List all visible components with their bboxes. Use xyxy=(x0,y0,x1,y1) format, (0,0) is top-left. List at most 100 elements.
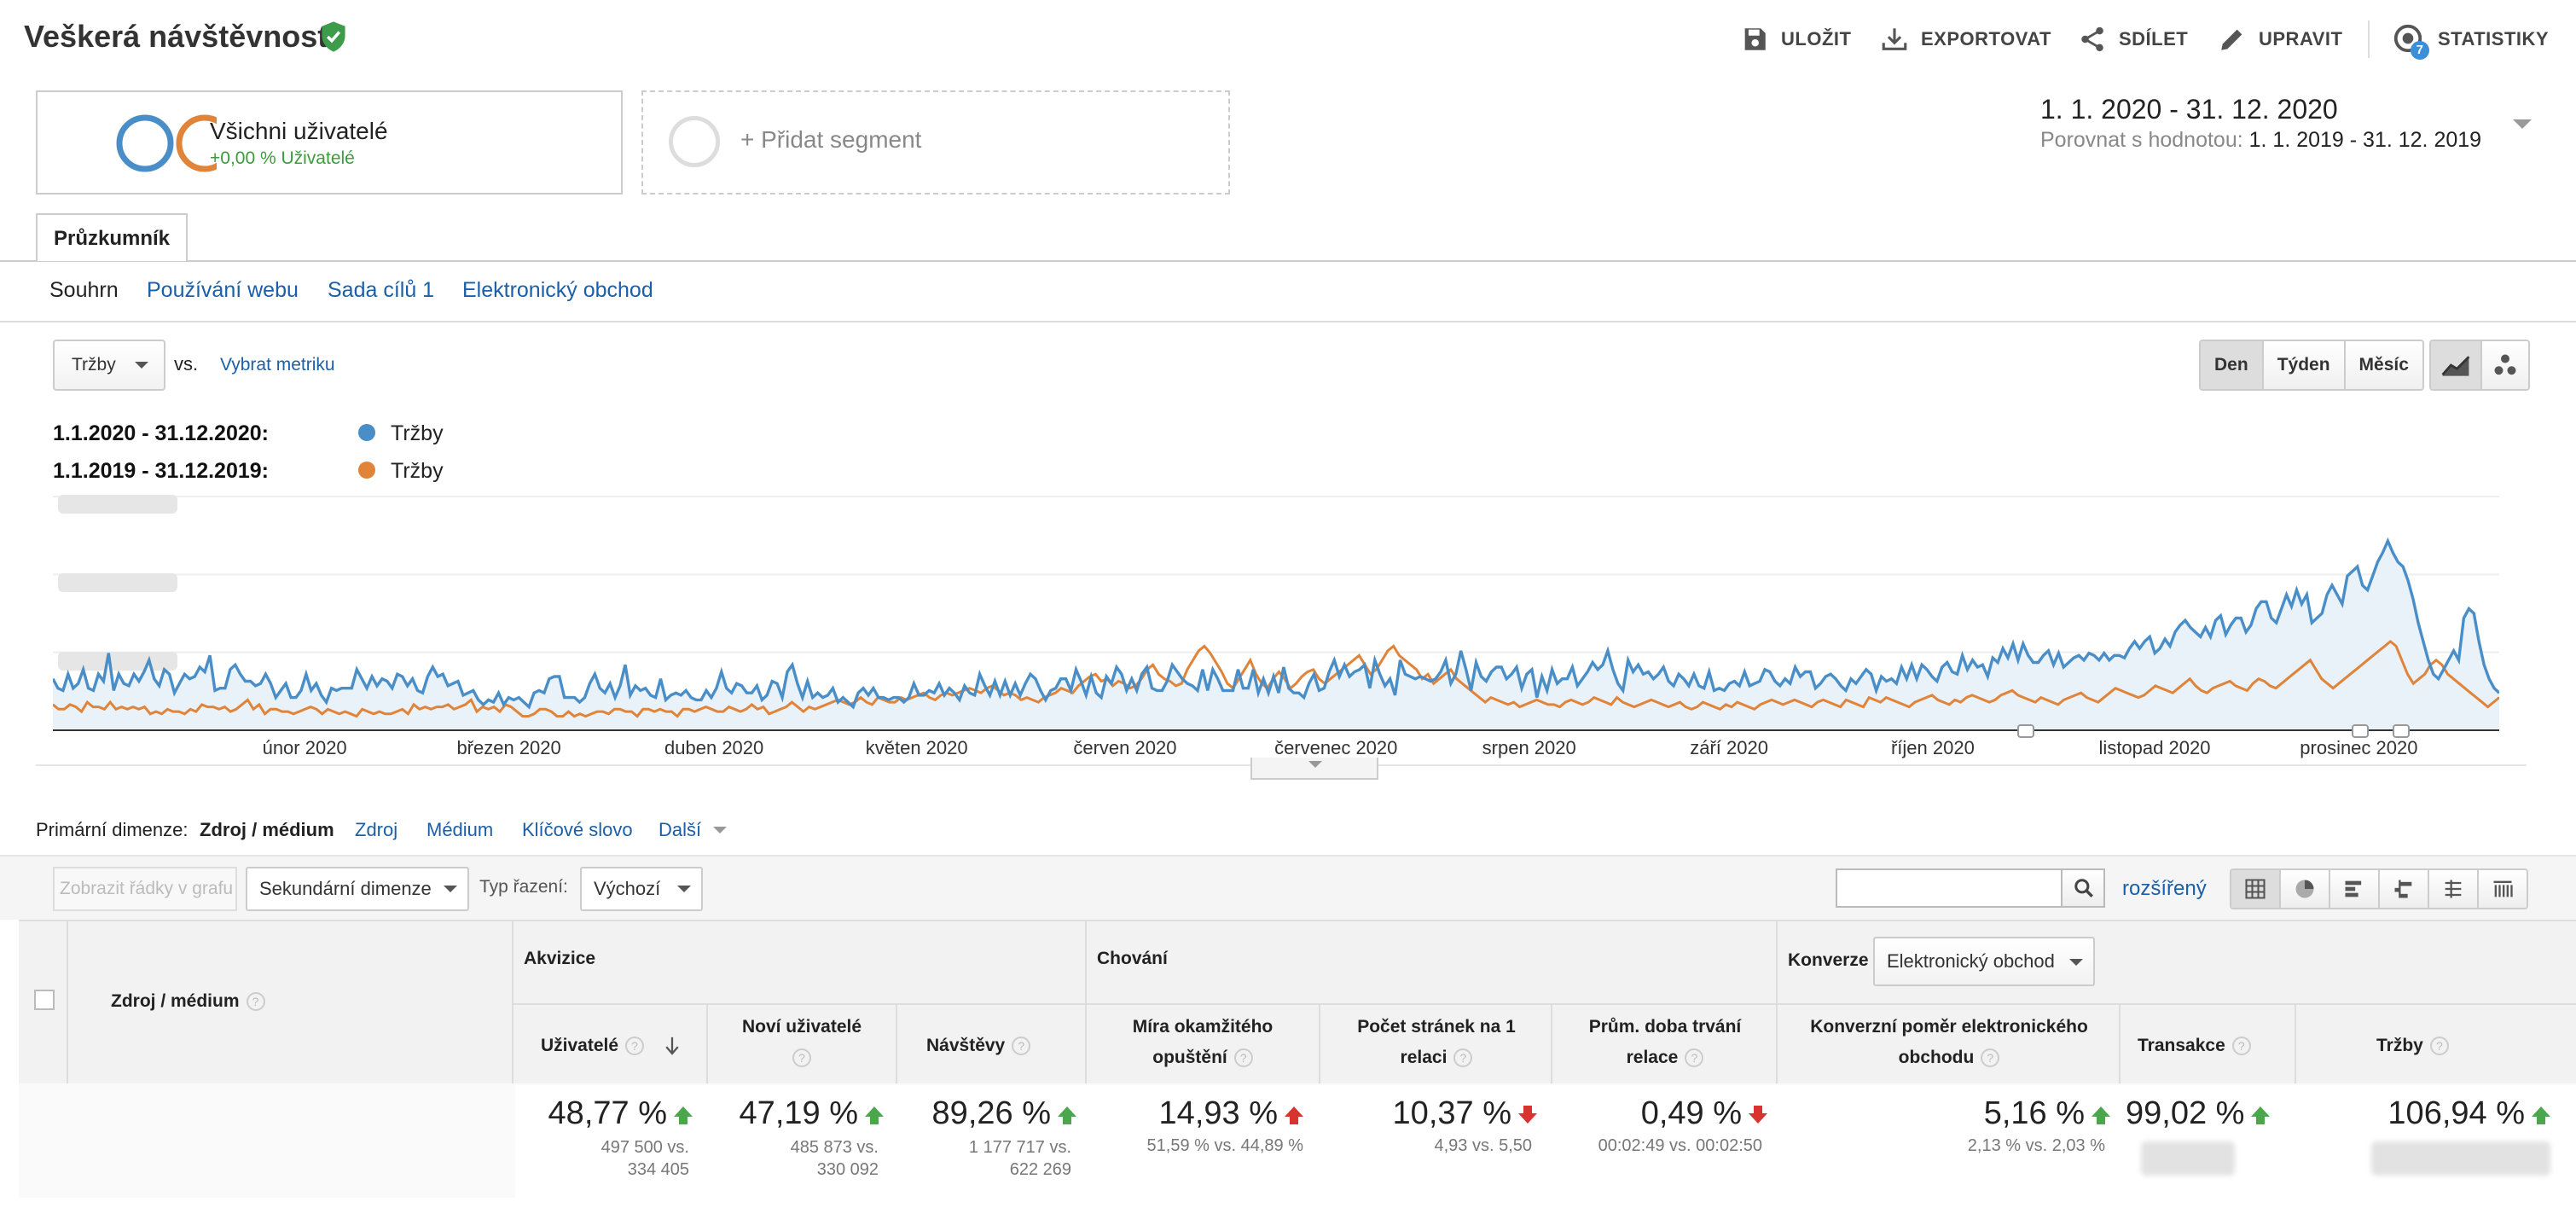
annotation-marker-icon[interactable] xyxy=(2352,724,2369,738)
sessions-column-header[interactable]: Návštěvy? xyxy=(926,1031,1031,1061)
table-search-input[interactable] xyxy=(1836,868,2063,908)
dimension-keyword-link[interactable]: Klíčové slovo xyxy=(522,819,633,840)
add-segment-label: + Přidat segment xyxy=(740,126,922,153)
edit-button[interactable]: UPRAVIT xyxy=(2218,24,2342,55)
granularity-month-button[interactable]: Měsíc xyxy=(2345,341,2422,389)
page-title: Veškerá návštěvnost xyxy=(24,19,328,54)
view-pivot-button[interactable] xyxy=(2479,870,2527,908)
save-icon xyxy=(1744,28,1766,50)
plot-rows-button[interactable]: Zobrazit řádky v grafu xyxy=(53,867,237,911)
view-term-cloud-button[interactable] xyxy=(2429,870,2479,908)
pages-total-value: 10,37 % xyxy=(1392,1095,1511,1131)
view-performance-button[interactable] xyxy=(2330,870,2380,908)
conversion-rate-total-value: 5,16 % xyxy=(1983,1095,2085,1131)
granularity-group: Den Týden Měsíc xyxy=(2199,340,2424,391)
legend-series-current: Tržby xyxy=(391,421,444,445)
arrow-up-icon xyxy=(2251,1106,2271,1124)
x-axis-label: duben 2020 xyxy=(664,737,764,758)
arrow-up-icon xyxy=(1058,1106,1076,1124)
export-button[interactable]: EXPORTOVAT xyxy=(1880,24,2051,55)
arrow-up-icon xyxy=(2532,1106,2550,1124)
subtab-site-usage[interactable]: Používání webu xyxy=(147,278,299,302)
bounce-compare: 51,59 % vs. 44,89 % xyxy=(1146,1136,1303,1155)
advanced-filter-link[interactable]: rozšířený xyxy=(2122,877,2207,900)
current-series-area xyxy=(53,541,2499,730)
subtab-summary[interactable]: Souhrn xyxy=(49,278,119,302)
dimension-column-header[interactable]: Zdroj / médium? xyxy=(111,986,265,1017)
date-dropdown-arrow-icon[interactable] xyxy=(2513,119,2532,129)
save-button[interactable]: ULOŽIT xyxy=(1740,24,1851,55)
dimension-divider xyxy=(0,855,2576,857)
new-users-column-header[interactable]: Noví uživatelé? xyxy=(717,1012,887,1073)
duration-column-header[interactable]: Prům. doba trvání relace? xyxy=(1559,1012,1771,1073)
sessions-total-value: 89,26 % xyxy=(931,1095,1051,1131)
conversion-rate-column-header[interactable]: Konverzní poměr elektronického obchodu? xyxy=(1784,1012,2114,1073)
users-compare: 497 500 vs. 334 405 xyxy=(520,1136,689,1181)
granularity-day-button[interactable]: Den xyxy=(2201,341,2264,389)
date-range[interactable]: 1. 1. 2020 - 31. 12. 2020 xyxy=(2040,94,2338,125)
table-view-group xyxy=(2230,868,2528,909)
select-all-checkbox[interactable] xyxy=(34,990,55,1010)
sessions-header-label: Návštěvy xyxy=(926,1036,1006,1055)
motion-chart-button[interactable] xyxy=(2482,341,2528,389)
columns-icon xyxy=(2493,880,2513,897)
sort-type-select[interactable]: Výchozí xyxy=(580,867,703,911)
chart-collapse-handle[interactable] xyxy=(1250,758,1378,780)
legend-dot-current xyxy=(358,424,375,441)
segment-circles-icon xyxy=(116,114,217,172)
granularity-week-button[interactable]: Týden xyxy=(2263,341,2346,389)
segment-change: +0,00 % Uživatelé xyxy=(210,148,355,168)
help-icon: ? xyxy=(1012,1037,1031,1056)
users-column-header[interactable]: Uživatelé? xyxy=(541,1031,680,1061)
col-divider xyxy=(512,920,513,1198)
line-chart-button[interactable] xyxy=(2431,341,2482,389)
transactions-column-header[interactable]: Transakce? xyxy=(2138,1031,2251,1061)
annotation-marker-icon[interactable] xyxy=(2017,724,2034,738)
bubbles-icon xyxy=(2494,354,2516,375)
arrow-up-red-icon xyxy=(1285,1106,1303,1124)
duration-header-line2: relace xyxy=(1626,1048,1679,1067)
revenue-column-header[interactable]: Tržby? xyxy=(2376,1031,2449,1061)
compare-range[interactable]: Porovnat s hodnotou: 1. 1. 2019 - 31. 12… xyxy=(2040,128,2481,153)
insights-button[interactable]: 7 STATISTIKY xyxy=(2392,24,2549,60)
subtab-goal-set-1[interactable]: Sada cílů 1 xyxy=(328,278,435,302)
dimension-more-link[interactable]: Další xyxy=(659,819,728,841)
secondary-dimension-select[interactable]: Sekundární dimenze xyxy=(246,867,469,911)
help-icon: ? xyxy=(1453,1048,1473,1068)
pages-total: 10,37 % xyxy=(1326,1095,1537,1132)
metric-select[interactable]: Tržby xyxy=(53,340,165,391)
sessions-compare: 1 177 717 vs. 622 269 xyxy=(902,1136,1071,1181)
primary-dimension-label: Primární dimenze: xyxy=(36,819,189,840)
subtab-divider xyxy=(0,321,2576,322)
bounce-column-header[interactable]: Míra okamžitého opuštění? xyxy=(1094,1012,1312,1073)
revenue-total-value: 106,94 % xyxy=(2387,1095,2525,1131)
arrow-down-icon xyxy=(1518,1105,1537,1124)
new-users-compare: 485 873 vs. 330 092 xyxy=(713,1136,879,1181)
help-icon: ? xyxy=(792,1048,811,1068)
col-divider xyxy=(1776,920,1778,1198)
revenue-line-chart[interactable] xyxy=(53,488,2499,749)
totals-row-values-bg xyxy=(515,1085,2576,1198)
add-segment-button[interactable]: + Přidat segment xyxy=(641,90,1230,195)
sessions-compare-line1: 1 177 717 vs. xyxy=(968,1138,1071,1157)
tab-explorer[interactable]: Průzkumník xyxy=(36,213,188,261)
bounce-header-line2: opuštění xyxy=(1152,1048,1227,1067)
view-data-button[interactable] xyxy=(2231,870,2281,908)
transactions-total-value: 99,02 % xyxy=(2126,1095,2245,1131)
table-search-button[interactable] xyxy=(2061,868,2105,908)
chevron-down-icon xyxy=(135,362,148,369)
share-button[interactable]: SDÍLET xyxy=(2078,24,2188,55)
dimension-source-link[interactable]: Zdroj xyxy=(355,819,398,840)
annotation-marker-icon[interactable] xyxy=(2393,724,2410,738)
view-percentage-button[interactable] xyxy=(2281,870,2330,908)
pages-column-header[interactable]: Počet stránek na 1 relaci? xyxy=(1327,1012,1546,1073)
view-comparison-button[interactable] xyxy=(2380,870,2429,908)
chevron-down-icon xyxy=(2069,959,2083,966)
subtab-ecommerce[interactable]: Elektronický obchod xyxy=(462,278,653,302)
dimension-medium-link[interactable]: Médium xyxy=(426,819,494,840)
help-icon: ? xyxy=(1233,1048,1253,1068)
conversions-select[interactable]: Elektronický obchod xyxy=(1873,937,2095,986)
bounce-total-value: 14,93 % xyxy=(1158,1095,1278,1131)
segment-all-users[interactable]: Všichni uživatelé +0,00 % Uživatelé xyxy=(36,90,623,195)
pick-metric-link[interactable]: Vybrat metriku xyxy=(220,355,335,375)
